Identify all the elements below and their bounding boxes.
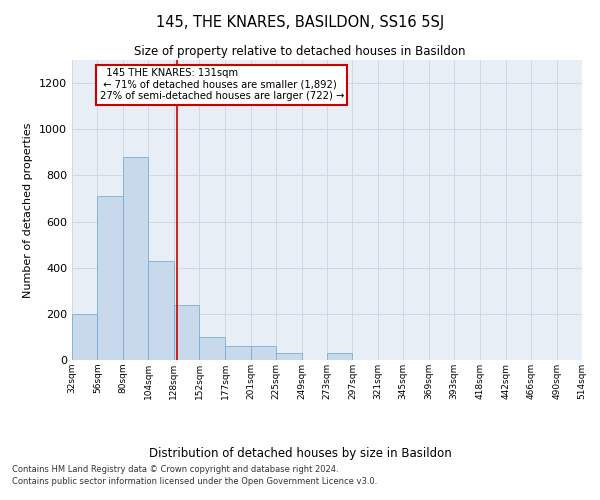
Bar: [226, 346, 251, 360]
Bar: [148, 261, 173, 360]
Bar: [327, 353, 352, 360]
Text: Size of property relative to detached houses in Basildon: Size of property relative to detached ho…: [134, 45, 466, 58]
Bar: [173, 304, 199, 360]
Bar: [251, 346, 276, 360]
Bar: [123, 157, 148, 360]
Text: Distribution of detached houses by size in Basildon: Distribution of detached houses by size …: [149, 448, 451, 460]
Text: Contains public sector information licensed under the Open Government Licence v3: Contains public sector information licen…: [12, 477, 377, 486]
Y-axis label: Number of detached properties: Number of detached properties: [23, 122, 34, 298]
Text: 145, THE KNARES, BASILDON, SS16 5SJ: 145, THE KNARES, BASILDON, SS16 5SJ: [156, 15, 444, 30]
Bar: [97, 196, 123, 360]
Bar: [199, 337, 226, 360]
Text: 145 THE KNARES: 131sqm
 ← 71% of detached houses are smaller (1,892)
27% of semi: 145 THE KNARES: 131sqm ← 71% of detached…: [100, 68, 344, 102]
Bar: [276, 353, 302, 360]
Bar: [72, 314, 97, 360]
Text: Contains HM Land Registry data © Crown copyright and database right 2024.: Contains HM Land Registry data © Crown c…: [12, 466, 338, 474]
